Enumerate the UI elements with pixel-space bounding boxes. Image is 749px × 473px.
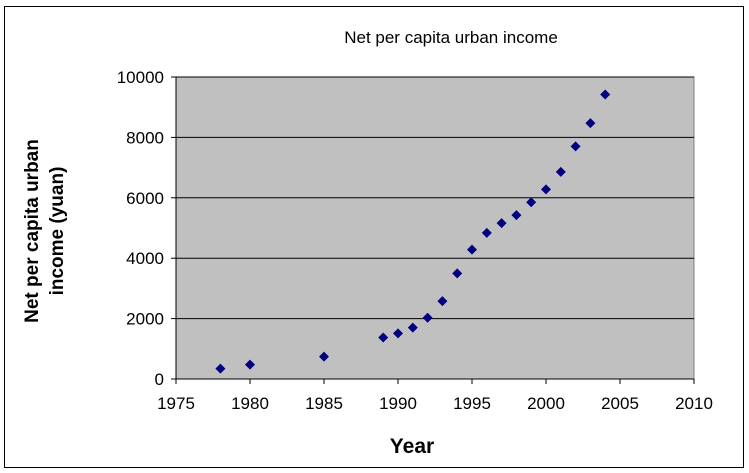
y-tick-label-8000: 8000 [126, 128, 164, 147]
y-axis-label-line-1: Net per capita urban [22, 139, 43, 323]
x-axis-label: Year [390, 435, 434, 458]
y-tick-label-10000: 10000 [117, 68, 164, 87]
x-tick-label-1985: 1985 [305, 394, 343, 413]
x-tick-label-2000: 2000 [527, 394, 565, 413]
x-tick-label-1995: 1995 [453, 394, 491, 413]
data-point-2003 [585, 118, 596, 129]
x-tick-label-1990: 1990 [379, 394, 417, 413]
y-tick-label-4000: 4000 [126, 249, 164, 268]
data-point-1980 [245, 359, 255, 370]
x-tick-label-2005: 2005 [601, 394, 639, 413]
x-tick-label-1975: 1975 [157, 394, 195, 413]
data-point-1999 [526, 197, 537, 208]
x-tick-label-1980: 1980 [231, 394, 269, 413]
x-tick-label-2010: 2010 [675, 394, 713, 413]
y-tick-label-0: 0 [155, 370, 164, 389]
data-point-1997 [496, 218, 507, 229]
data-point-1994 [452, 268, 463, 279]
data-point-2001 [555, 166, 566, 177]
data-point-1989 [378, 332, 389, 343]
data-point-1985 [319, 351, 329, 362]
data-point-1998 [511, 210, 522, 221]
data-point-1990 [393, 328, 403, 339]
plot-background [175, 76, 695, 380]
chart-title: Net per capita urban income [344, 28, 558, 47]
scatter-chart: Net per capita urban income 0 2000 4000 600… [22, 28, 713, 458]
data-point-1993 [437, 296, 448, 307]
y-axis-label-line-2: income (yuan) [47, 167, 68, 296]
y-tick-label-2000: 2000 [126, 310, 164, 329]
data-point-1978 [215, 363, 226, 374]
data-point-1992 [422, 312, 433, 323]
data-point-1991 [407, 322, 418, 333]
chart-frame: Net per capita urban income 0 2000 4000 600… [4, 6, 744, 468]
data-point-1996 [481, 227, 492, 238]
data-point-1995 [467, 244, 477, 255]
y-tick-label-6000: 6000 [126, 189, 164, 208]
data-point-2002 [570, 141, 581, 152]
data-point-2000 [541, 184, 551, 195]
data-point-2004 [600, 89, 611, 100]
